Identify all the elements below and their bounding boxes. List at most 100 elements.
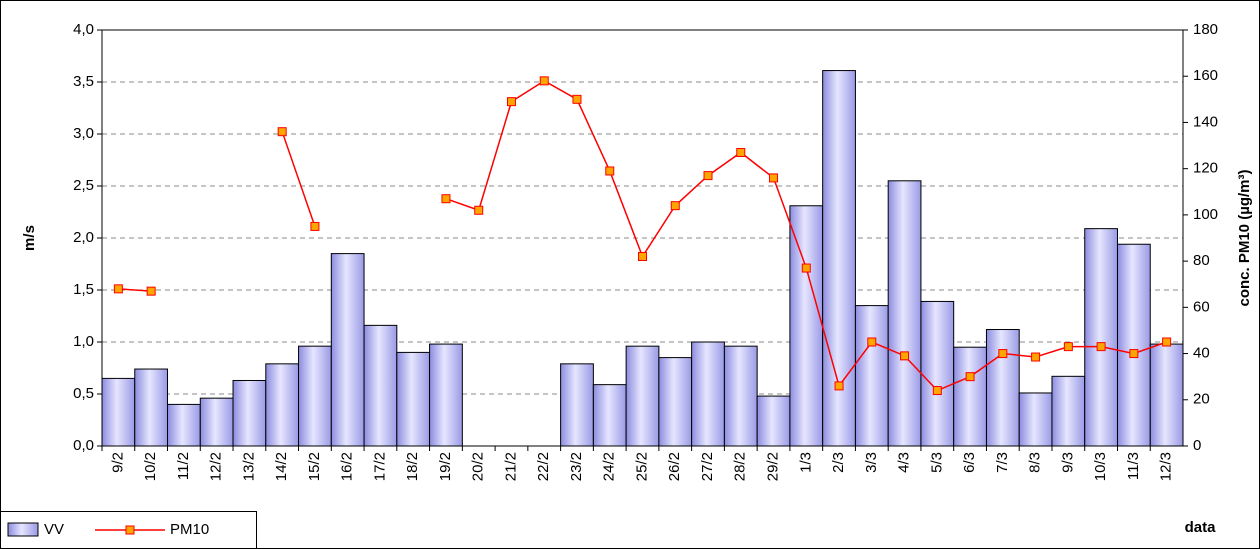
point: [638, 251, 647, 261]
y2-tick-label: 40: [1193, 345, 1210, 362]
x-tick-label: 9/2: [109, 452, 126, 473]
bar: [854, 305, 889, 447]
point: [703, 171, 713, 181]
x-tick-label: 29/2: [764, 452, 781, 481]
x-tick-label: 8/3: [1027, 452, 1044, 473]
bar: [953, 346, 987, 447]
point: [932, 386, 942, 396]
bar: [265, 363, 300, 447]
bar: [723, 345, 758, 447]
bar: [985, 329, 1020, 447]
y2-tick-label: 120: [1193, 160, 1218, 177]
bar: [789, 205, 824, 447]
point: [441, 194, 451, 204]
point: [900, 351, 910, 361]
point: [769, 173, 779, 183]
bar: [429, 343, 463, 447]
y-tick-label: 3,0: [73, 125, 94, 142]
x-tick-label: 5/3: [928, 452, 945, 473]
point: [310, 221, 320, 231]
y2-tick-label: 180: [1193, 21, 1218, 38]
bar: [330, 253, 365, 447]
bar: [298, 345, 332, 447]
point: [605, 166, 615, 176]
bar: [232, 379, 267, 447]
point: [1129, 349, 1139, 359]
x-tick-label: 6/3: [961, 452, 978, 473]
point: [474, 205, 484, 215]
x-tick-label: 25/2: [633, 452, 650, 481]
bar: [887, 180, 922, 447]
x-tick-label: 26/2: [666, 452, 683, 481]
y2-tick-label: 80: [1193, 252, 1210, 269]
x-tick-label: 11/3: [1125, 452, 1142, 480]
point: [539, 76, 549, 86]
x-tick-label: 16/2: [339, 452, 356, 481]
y-tick-label: 4,0: [73, 21, 94, 38]
x-tick-label: 18/2: [404, 452, 421, 481]
y2-tick-label: 160: [1193, 67, 1218, 84]
bar: [756, 395, 791, 447]
x-tick-label: 12/2: [208, 452, 225, 481]
x-tick-label: 13/2: [240, 452, 257, 481]
point: [113, 284, 123, 294]
y-tick-label: 1,5: [73, 281, 94, 298]
bar: [658, 357, 693, 447]
point: [998, 349, 1008, 359]
bar: [691, 341, 725, 447]
bar: [1018, 392, 1053, 447]
x-tick-label: 10/2: [142, 452, 159, 481]
y-tick-label: 2,5: [73, 177, 94, 194]
y2-axis-label: conc. PM10 (µg/m³): [1236, 170, 1253, 307]
point: [1031, 352, 1041, 362]
point: [146, 286, 156, 296]
point: [670, 201, 680, 211]
bar: [101, 377, 136, 447]
x-tick-label: 27/2: [699, 452, 716, 481]
x-tick-label: 9/3: [1059, 452, 1076, 473]
legend-marker: [125, 525, 135, 535]
y2-tick-label: 20: [1193, 391, 1210, 408]
x-tick-label: 28/2: [732, 452, 749, 481]
bar: [1116, 243, 1151, 447]
legend-label: VV: [44, 521, 64, 538]
y-tick-label: 1,0: [73, 333, 94, 350]
point: [1063, 342, 1073, 352]
x-tick-label: 10/3: [1092, 452, 1109, 481]
bar: [396, 351, 431, 447]
y2-tick-label: 0: [1193, 437, 1201, 454]
x-tick-label: 11/2: [175, 452, 192, 480]
y-tick-label: 2,0: [73, 229, 94, 246]
bar: [1084, 228, 1118, 447]
x-tick-label: 7/3: [994, 452, 1011, 473]
point: [572, 94, 582, 104]
point: [965, 372, 975, 382]
bar: [134, 368, 169, 447]
bar: [363, 324, 398, 447]
x-tick-label: 19/2: [437, 452, 454, 481]
point: [1162, 337, 1172, 347]
x-tick-label: 17/2: [371, 452, 388, 481]
x-tick-label: 21/2: [502, 452, 519, 481]
x-tick-label: 20/2: [470, 452, 487, 481]
x-tick-label: 4/3: [896, 452, 913, 473]
point: [1096, 342, 1106, 352]
x-tick-label: 14/2: [273, 452, 290, 481]
y-tick-label: 3,5: [73, 73, 94, 90]
legend-label: PM10: [170, 521, 209, 538]
point: [801, 263, 811, 273]
bar: [1149, 343, 1184, 447]
bar: [560, 363, 594, 447]
bar: [199, 397, 234, 447]
bar: [167, 403, 201, 447]
plot-border: [101, 29, 1184, 447]
bar: [592, 384, 627, 447]
bar: [625, 345, 660, 447]
y-axis-label: m/s: [21, 225, 38, 251]
y-tick-label: 0,5: [73, 385, 94, 402]
point: [506, 97, 516, 107]
x-tick-label: 22/2: [535, 452, 552, 481]
x-tick-label: 1/3: [797, 452, 814, 473]
y2-tick-label: 60: [1193, 298, 1210, 315]
